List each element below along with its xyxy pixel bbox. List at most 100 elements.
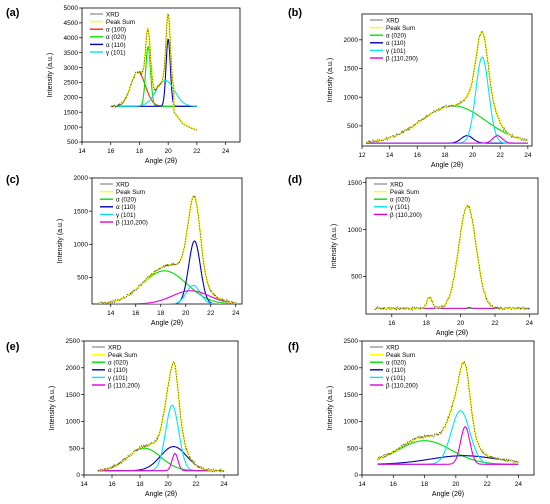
- y-tick-label: 0: [354, 472, 358, 479]
- y-tick-label: 2000: [66, 365, 81, 372]
- y-tick-label: 1000: [64, 124, 79, 131]
- x-tick-label: 14: [107, 310, 115, 317]
- y-axis-label: Intensity (a.u.): [327, 386, 334, 430]
- legend-label: α (020): [390, 197, 410, 204]
- legend-label: β (110,200): [108, 382, 140, 389]
- panel-label: (a): [6, 7, 20, 19]
- curves: [365, 30, 528, 145]
- x-tick-label: 22: [497, 152, 505, 159]
- legend-label: α (110): [116, 204, 136, 211]
- x-tick-label: 24: [526, 320, 534, 327]
- x-tick-label: 22: [193, 148, 201, 155]
- x-axis-label: Angle (2θ): [151, 320, 183, 327]
- peak-component-line: [97, 447, 224, 472]
- x-tick-label: 18: [421, 481, 429, 488]
- panel-label: (b): [288, 7, 302, 19]
- peak-sum-line: [374, 204, 530, 310]
- legend-label: Peak Sum: [116, 189, 145, 196]
- y-tick-label: 1500: [344, 392, 359, 399]
- x-axis-label: Angle (2θ): [145, 158, 177, 165]
- x-tick-label: 24: [232, 310, 240, 317]
- y-tick-label: 1500: [348, 180, 363, 187]
- x-tick-label: 14: [386, 152, 394, 159]
- x-tick-label: 16: [414, 152, 422, 159]
- y-tick-label: 2500: [344, 338, 359, 345]
- y-tick-label: 500: [67, 139, 78, 146]
- y-tick-label: 0: [76, 472, 80, 479]
- legend-label: β (110,200): [386, 55, 418, 62]
- plot-frame: [91, 177, 243, 305]
- peak-component-line: [98, 240, 236, 304]
- legend-label: α (020): [386, 360, 406, 367]
- legend-label: α (110): [106, 42, 126, 49]
- legend-label: γ (101): [108, 375, 128, 382]
- panel-label: (f): [288, 341, 299, 353]
- x-axis-label: Angle (2θ): [431, 162, 463, 169]
- x-tick-label: 20: [469, 152, 477, 159]
- plot-frame: [361, 13, 533, 147]
- peak-component-line: [366, 135, 528, 144]
- y-tick-label: 500: [77, 275, 88, 282]
- xrd-line: [377, 360, 519, 464]
- legend-label: XRD: [116, 181, 130, 188]
- curves: [97, 361, 225, 474]
- y-axis-label: Intensity (a.u.): [49, 386, 56, 430]
- legend-label: XRD: [386, 17, 400, 24]
- legend-label: α (110): [386, 367, 406, 374]
- legend-label: XRD: [106, 11, 120, 18]
- y-tick-label: 2000: [344, 37, 359, 44]
- legend-label: Peak Sum: [106, 19, 135, 26]
- y-tick-label: 1000: [344, 94, 359, 101]
- peak-component-line: [377, 426, 519, 465]
- x-tick-label: 18: [157, 310, 165, 317]
- x-tick-label: 22: [483, 481, 491, 488]
- x-tick-label: 16: [388, 320, 396, 327]
- legend-label: β (110,200): [390, 212, 422, 219]
- legend-label: γ (101): [390, 204, 410, 211]
- chart-panel-f: (f) 14 16 18 20 22 24 0 500 1000 1500 2000 2500 Angle…: [288, 338, 535, 498]
- y-tick-label: 5000: [64, 5, 79, 12]
- peak-component-line: [377, 440, 519, 465]
- x-tick-label: 18: [423, 320, 431, 327]
- legend-label: Peak Sum: [390, 189, 419, 196]
- x-tick-label: 14: [78, 148, 86, 155]
- x-tick-label: 20: [457, 320, 465, 327]
- plot-frame: [365, 177, 539, 315]
- y-tick-label: 2000: [64, 95, 79, 102]
- xrd-line: [97, 361, 225, 474]
- x-tick-label: 20: [165, 148, 173, 155]
- curves: [374, 204, 530, 312]
- y-tick-label: 1500: [64, 109, 79, 116]
- x-tick-label: 22: [192, 481, 200, 488]
- x-tick-label: 20: [452, 481, 460, 488]
- x-tick-label: 14: [80, 481, 88, 488]
- y-tick-label: 3500: [64, 50, 79, 57]
- y-axis-label: Intensity (a.u.): [57, 219, 64, 263]
- x-tick-label: 16: [132, 310, 140, 317]
- plot-frame: [83, 340, 239, 476]
- peak-component-line: [98, 290, 236, 304]
- y-tick-label: 2000: [74, 175, 89, 182]
- x-tick-label: 24: [222, 148, 230, 155]
- legend-label: α (020): [386, 33, 406, 40]
- legend-label: α (110): [386, 40, 406, 47]
- legend-label: α (020): [116, 197, 136, 204]
- y-tick-label: 2500: [64, 80, 79, 87]
- peak-component-line: [98, 404, 224, 472]
- y-tick-label: 500: [347, 123, 358, 130]
- peak-component-line: [377, 455, 519, 465]
- legend-label: β (110,200): [116, 219, 148, 226]
- legend-label: α (110): [108, 367, 128, 374]
- y-tick-label: 4500: [64, 20, 79, 27]
- y-tick-label: 3000: [64, 65, 79, 72]
- y-tick-label: 4000: [64, 35, 79, 42]
- x-tick-label: 18: [136, 481, 144, 488]
- legend-label: α (020): [108, 360, 128, 367]
- legend-label: γ (101): [116, 212, 136, 219]
